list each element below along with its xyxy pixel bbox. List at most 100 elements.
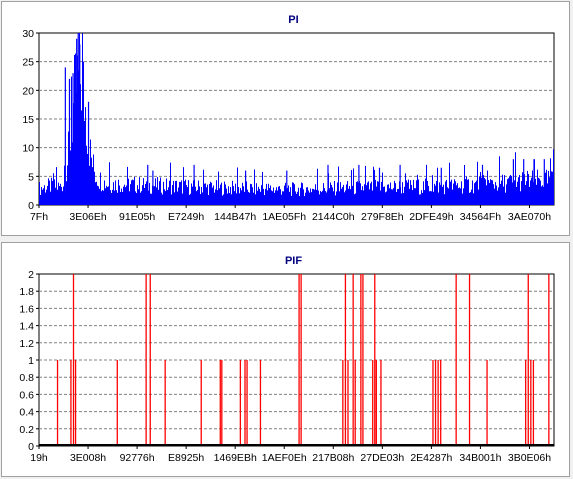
pi-bar	[375, 179, 376, 205]
pi-bar	[102, 190, 103, 205]
pi-peak-bar	[286, 170, 288, 205]
pi-bar	[386, 191, 387, 205]
pi-bar	[477, 161, 478, 205]
pi-bar	[501, 180, 502, 205]
pi-bar	[323, 183, 324, 205]
pi-bar	[166, 178, 167, 205]
pi-bar	[138, 189, 139, 205]
pi-bar	[454, 179, 455, 205]
pi-bar	[364, 184, 365, 205]
pi-bar	[332, 187, 333, 205]
pi-bar	[200, 194, 201, 205]
pi-bar	[208, 195, 209, 205]
pi-bar	[41, 187, 42, 205]
pi-bar	[101, 191, 102, 205]
pi-bar	[476, 180, 477, 205]
pi-bar	[186, 185, 187, 205]
pi-bar	[214, 192, 215, 205]
pi-bar	[75, 53, 76, 206]
pi-bar	[308, 190, 309, 205]
pi-bar	[298, 187, 299, 205]
pi-bar	[453, 183, 454, 205]
pi-bar	[409, 188, 410, 205]
pi-bar	[480, 171, 481, 205]
pi-y-tick-label: 25	[22, 57, 34, 69]
pi-bar	[45, 192, 46, 205]
pi-bar	[372, 190, 373, 205]
pi-bar	[341, 188, 342, 205]
pi-bar	[301, 182, 302, 205]
pi-bar	[536, 184, 537, 205]
pi-bar	[460, 188, 461, 205]
pi-bar	[100, 172, 101, 205]
pi-bar	[262, 171, 263, 205]
pi-peak-bar	[440, 167, 442, 205]
pi-bar	[202, 192, 203, 205]
pi-x-tick-label: 2144C0h	[312, 211, 355, 223]
pi-bar	[112, 189, 113, 205]
pi-bar	[248, 191, 249, 205]
pi-bar	[527, 170, 528, 205]
pi-bar	[90, 139, 91, 205]
pif-y-tick-label: 1.6	[19, 303, 34, 315]
pi-bar	[220, 184, 221, 205]
pi-bar	[242, 182, 243, 205]
pi-bar	[86, 145, 87, 205]
pi-bar	[201, 186, 202, 205]
pi-bar	[195, 186, 196, 205]
pi-bar	[452, 189, 453, 205]
pi-bar	[121, 188, 122, 205]
pi-bar	[422, 192, 423, 205]
pi-peak-bar	[481, 164, 484, 205]
pi-chart: PI 0 5 10 15 20 25 30 7Fh 3E06Eh 91E05h E7249h 144B4…	[22, 14, 555, 223]
pi-bar	[340, 182, 341, 205]
pi-bar	[258, 186, 259, 205]
pi-bar	[543, 186, 544, 205]
pi-bar	[60, 183, 61, 205]
pi-bar	[240, 187, 241, 205]
pi-bar	[419, 194, 420, 205]
pi-bar	[370, 183, 371, 205]
pi-bar	[489, 182, 490, 205]
pi-bar	[97, 185, 98, 205]
pi-bar	[252, 187, 253, 205]
pi-bar	[431, 191, 432, 205]
pi-peak-bar	[533, 159, 535, 205]
pi-bar	[552, 171, 553, 205]
pi-bar	[333, 191, 334, 205]
pi-bar	[389, 188, 390, 205]
pi-bar	[494, 188, 495, 205]
pi-bar	[168, 187, 169, 205]
pi-bar	[182, 193, 183, 205]
pi-bar	[500, 183, 501, 205]
pi-bar	[438, 192, 439, 205]
pi-bar	[458, 188, 459, 205]
pi-bar	[406, 180, 407, 205]
pi-bar	[197, 189, 198, 205]
pi-bar	[312, 188, 313, 205]
pi-bar	[155, 178, 156, 205]
pi-bar	[356, 181, 357, 205]
pif-chart-panel: PIF 0 0.2 0.4 0.6 0.8 1 1.2 1.4 1.6 1.8 2 19h 3E008h 9…	[1, 242, 570, 477]
pi-bar	[518, 177, 519, 205]
pi-bar	[272, 191, 273, 205]
pi-bar	[236, 193, 237, 205]
pi-bar	[337, 182, 338, 205]
pi-bar	[350, 189, 351, 205]
pi-bar	[503, 186, 504, 205]
pi-bar	[459, 187, 460, 205]
pi-bar	[429, 191, 430, 205]
pi-bar	[293, 182, 294, 205]
pi-bar	[437, 167, 438, 205]
pi-bar	[345, 190, 346, 205]
pi-bar	[106, 185, 107, 205]
pi-bar	[365, 165, 366, 205]
pi-bar	[198, 180, 199, 205]
pi-bar	[439, 182, 440, 205]
pif-x-tick-label: 3B0E06h	[508, 452, 551, 464]
pi-bar	[275, 190, 276, 205]
pi-bar	[471, 189, 472, 205]
pi-bar	[411, 184, 412, 205]
pi-bar	[120, 192, 121, 205]
pi-chart-panel: PI 0 5 10 15 20 25 30 7Fh 3E06Eh 91E05h E7249h 144B4…	[1, 1, 570, 236]
